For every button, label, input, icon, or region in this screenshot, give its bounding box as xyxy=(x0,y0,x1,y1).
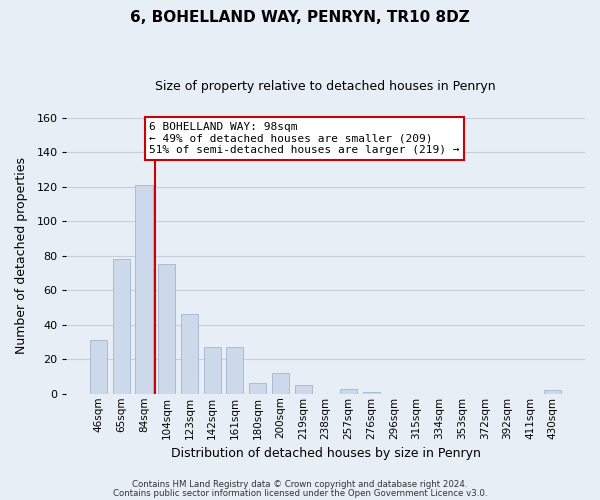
Bar xyxy=(136,185,152,394)
Text: Contains public sector information licensed under the Open Government Licence v3: Contains public sector information licen… xyxy=(113,488,487,498)
Bar xyxy=(113,259,130,394)
Bar xyxy=(362,392,380,394)
Bar xyxy=(181,314,198,394)
Text: 6, BOHELLAND WAY, PENRYN, TR10 8DZ: 6, BOHELLAND WAY, PENRYN, TR10 8DZ xyxy=(130,10,470,25)
Bar xyxy=(295,385,311,394)
Bar xyxy=(158,264,175,394)
Text: 6 BOHELLAND WAY: 98sqm
← 49% of detached houses are smaller (209)
51% of semi-de: 6 BOHELLAND WAY: 98sqm ← 49% of detached… xyxy=(149,122,460,155)
Bar xyxy=(544,390,562,394)
Bar xyxy=(203,347,221,394)
X-axis label: Distribution of detached houses by size in Penryn: Distribution of detached houses by size … xyxy=(171,447,481,460)
Bar xyxy=(90,340,107,394)
Bar xyxy=(226,347,244,394)
Text: Contains HM Land Registry data © Crown copyright and database right 2024.: Contains HM Land Registry data © Crown c… xyxy=(132,480,468,489)
Bar xyxy=(249,384,266,394)
Bar xyxy=(272,373,289,394)
Bar xyxy=(340,388,357,394)
Y-axis label: Number of detached properties: Number of detached properties xyxy=(15,158,28,354)
Title: Size of property relative to detached houses in Penryn: Size of property relative to detached ho… xyxy=(155,80,496,93)
